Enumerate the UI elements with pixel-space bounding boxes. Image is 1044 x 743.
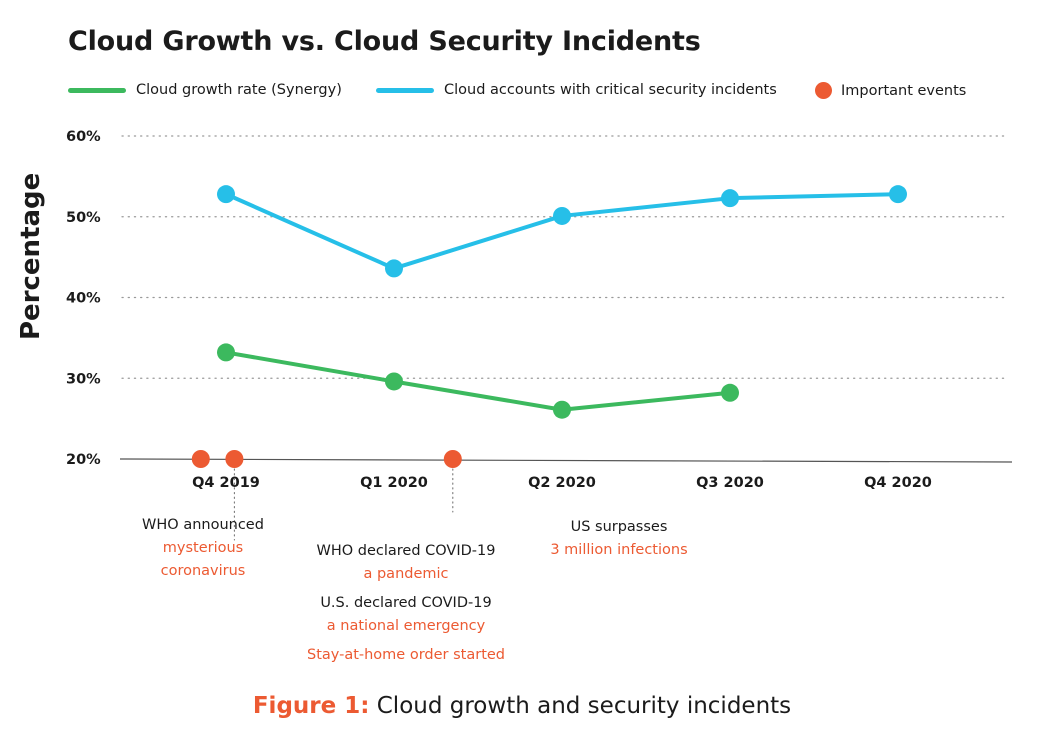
data-point-security-incidents (889, 185, 907, 204)
data-point-cloud-growth (217, 343, 235, 362)
annotation-line: a national emergency (326, 618, 486, 634)
event-point (191, 450, 210, 468)
y-tick-label: 40% (66, 291, 101, 307)
annotation-line: U.S. declared COVID-19 (320, 595, 492, 611)
legend-label-security-incidents: Cloud accounts with critical security in… (444, 82, 777, 98)
x-tick-label: Q4 2019 (192, 475, 260, 491)
y-tick-label: 50% (66, 210, 101, 226)
legend-swatch-green (68, 87, 126, 93)
annotation-line: US surpasses (570, 519, 668, 535)
y-tick-label: 30% (66, 371, 101, 387)
y-tick-label: 60% (66, 129, 101, 145)
legend-item-important-events: Important events (815, 82, 966, 99)
line-chart: 20% 30% 40% 50% 60% Q4 2019 Q1 2020 Q2 2020 Q3 2… (66, 129, 1013, 541)
data-point-cloud-growth (721, 383, 739, 402)
figure-caption-label: Figure 1: (252, 693, 370, 719)
series-line-security-incidents (224, 192, 900, 271)
annotation-line: Stay-at-home order started (306, 647, 506, 663)
x-tick-label: Q2 2020 (528, 475, 596, 491)
legend-label-important-events: Important events (841, 82, 967, 99)
figure-caption-text: Cloud growth and security incidents (376, 693, 792, 719)
data-point-security-incidents (721, 189, 739, 208)
data-point-cloud-growth (385, 372, 403, 391)
x-tick-label: Q3 2020 (696, 475, 764, 491)
annotation-who-mysterious-coronavirus: WHO announced mysterious coronavirus (142, 514, 264, 583)
legend-swatch-blue (376, 87, 434, 93)
event-point (225, 450, 244, 468)
chart-title: Cloud Growth vs. Cloud Security Incident… (68, 26, 701, 57)
event-point (443, 450, 462, 468)
annotation-line: mysterious (162, 540, 244, 556)
legend-label-cloud-growth: Cloud growth rate (Synergy) (136, 82, 342, 98)
y-tick-label: 20% (66, 452, 101, 468)
figure-caption: Figure 1: Cloud growth and security inci… (0, 693, 1044, 719)
series-line-cloud-growth (224, 350, 732, 412)
x-tick-label: Q1 2020 (360, 475, 428, 491)
data-point-security-incidents (217, 185, 235, 204)
annotation-line: WHO announced (142, 517, 264, 533)
annotation-us-3-million-infections: US surpasses 3 million infections (550, 516, 687, 562)
x-axis-line (119, 458, 1013, 463)
legend-item-cloud-growth: Cloud growth rate (Synergy) (68, 82, 342, 98)
annotation-pandemic-emergency: WHO declared COVID-19 a pandemic U.S. de… (307, 540, 505, 667)
annotation-line: coronavirus (160, 563, 246, 579)
data-point-security-incidents (553, 206, 571, 225)
legend-item-security-incidents: Cloud accounts with critical security in… (376, 82, 777, 98)
x-tick-label: Q4 2020 (864, 475, 932, 491)
data-point-cloud-growth (553, 400, 571, 419)
legend-swatch-orange-dot (815, 82, 832, 99)
annotation-line: a pandemic (363, 566, 449, 582)
annotation-line: 3 million infections (550, 542, 688, 558)
data-point-security-incidents (385, 259, 403, 278)
annotation-line: WHO declared COVID-19 (316, 543, 496, 559)
